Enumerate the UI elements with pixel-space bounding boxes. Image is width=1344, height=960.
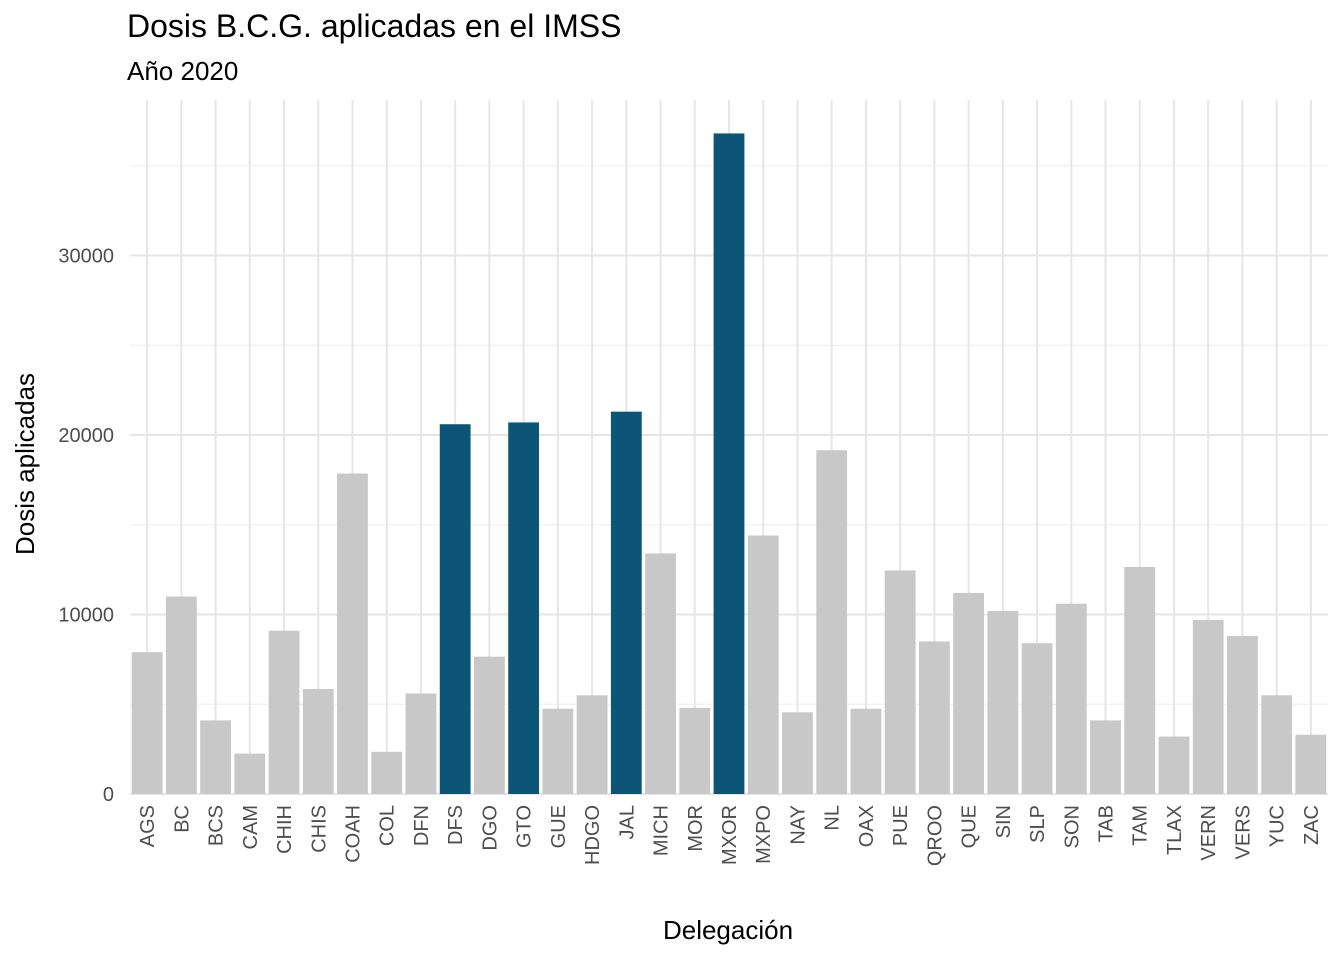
x-tick-label: VERS	[1232, 805, 1254, 859]
x-tick-label: COAH	[342, 805, 364, 863]
bars	[131, 133, 1327, 794]
x-tick-label: CHIS	[308, 805, 330, 853]
x-tick-label: MXPO	[753, 805, 775, 864]
x-tick-label: OAX	[856, 805, 878, 847]
x-tick-label: JAL	[616, 805, 638, 839]
x-tick-label: PUE	[890, 805, 912, 846]
bar-chih	[268, 630, 300, 794]
x-tick-label: COL	[377, 805, 399, 846]
bar-chis	[302, 688, 334, 794]
bar-oax	[850, 708, 882, 794]
x-tick-label: SON	[1061, 805, 1083, 848]
bar-mor	[679, 707, 711, 794]
y-axis-title: Dosis aplicadas	[10, 373, 40, 555]
x-tick-label: SLP	[1027, 805, 1049, 843]
x-tick-label: ZAC	[1301, 805, 1323, 845]
bar-vern	[1192, 619, 1224, 794]
x-axis-title: Delegación	[663, 915, 793, 945]
x-tick-label: QROO	[924, 805, 946, 866]
bar-gue	[542, 708, 574, 794]
bar-coah	[337, 473, 368, 794]
x-tick-label: HDGO	[582, 805, 604, 865]
bar-mxpo	[747, 535, 779, 794]
bar-que	[953, 592, 985, 794]
x-tick-label: GUE	[548, 805, 570, 848]
x-tick-label: DGO	[479, 805, 501, 851]
x-tick-label: NAY	[787, 805, 809, 845]
bar-hdgo	[576, 695, 608, 794]
bar-nl	[816, 450, 848, 794]
bar-dgo	[473, 656, 505, 794]
x-tick-label: DFN	[411, 805, 433, 846]
x-tick-label: TAB	[1096, 805, 1118, 842]
chart-subtitle: Año 2020	[127, 56, 239, 86]
bar-yuc	[1261, 695, 1293, 794]
x-tick-label: DFS	[445, 805, 467, 845]
x-tick-label: MOR	[685, 805, 707, 852]
bar-gto	[508, 422, 540, 794]
bar-qroo	[918, 641, 950, 794]
y-tick-label: 10000	[58, 605, 114, 627]
bar-bcs	[200, 720, 231, 794]
x-tick-label: CHIH	[274, 805, 296, 854]
bar-bc	[165, 596, 197, 794]
bar-cam	[234, 753, 266, 794]
bar-dfn	[405, 693, 437, 794]
x-tick-label: GTO	[514, 805, 536, 848]
x-tick-label: SIN	[993, 805, 1015, 838]
x-tick-label: TLAX	[1164, 805, 1186, 855]
bar-vers	[1227, 636, 1258, 794]
bar-mich	[645, 553, 676, 794]
x-tick-label: TAM	[1130, 805, 1152, 846]
x-tick-labels: AGS BC BCS CAM CHIH CHIS COAH COL DFN DFS DGO GTO GU…	[137, 805, 1323, 866]
bar-col	[371, 751, 403, 794]
x-tick-label: MXOR	[719, 805, 741, 865]
bar-tab	[1090, 720, 1121, 794]
x-tick-label: NL	[822, 805, 844, 831]
x-tick-label: BCS	[206, 805, 228, 846]
bar-sin	[987, 610, 1019, 794]
x-tick-label: MICH	[651, 805, 673, 856]
bar-pue	[884, 570, 916, 794]
bar-nay	[782, 712, 813, 794]
bar-slp	[1021, 643, 1053, 794]
bar-ags	[131, 652, 163, 794]
bar-son	[1055, 603, 1087, 794]
y-tick-label: 30000	[58, 246, 114, 268]
bar-dfs	[439, 424, 471, 794]
chart-title: Dosis B.C.G. aplicadas en el IMSS	[127, 8, 622, 44]
x-tick-label: QUE	[959, 805, 981, 848]
x-tick-label: BC	[171, 805, 193, 833]
bar-mxor	[713, 133, 745, 794]
y-tick-labels: 0 10000 20000 30000	[58, 246, 114, 807]
y-tick-label: 0	[103, 784, 114, 806]
y-tick-label: 20000	[58, 425, 114, 447]
x-tick-label: AGS	[137, 805, 159, 847]
bar-jal	[610, 411, 642, 794]
bar-tlax	[1158, 736, 1190, 794]
x-tick-label: VERN	[1198, 805, 1220, 861]
x-tick-label: YUC	[1267, 805, 1289, 847]
bar-zac	[1295, 734, 1327, 794]
x-tick-label: CAM	[240, 805, 262, 849]
bar-tam	[1124, 566, 1156, 794]
